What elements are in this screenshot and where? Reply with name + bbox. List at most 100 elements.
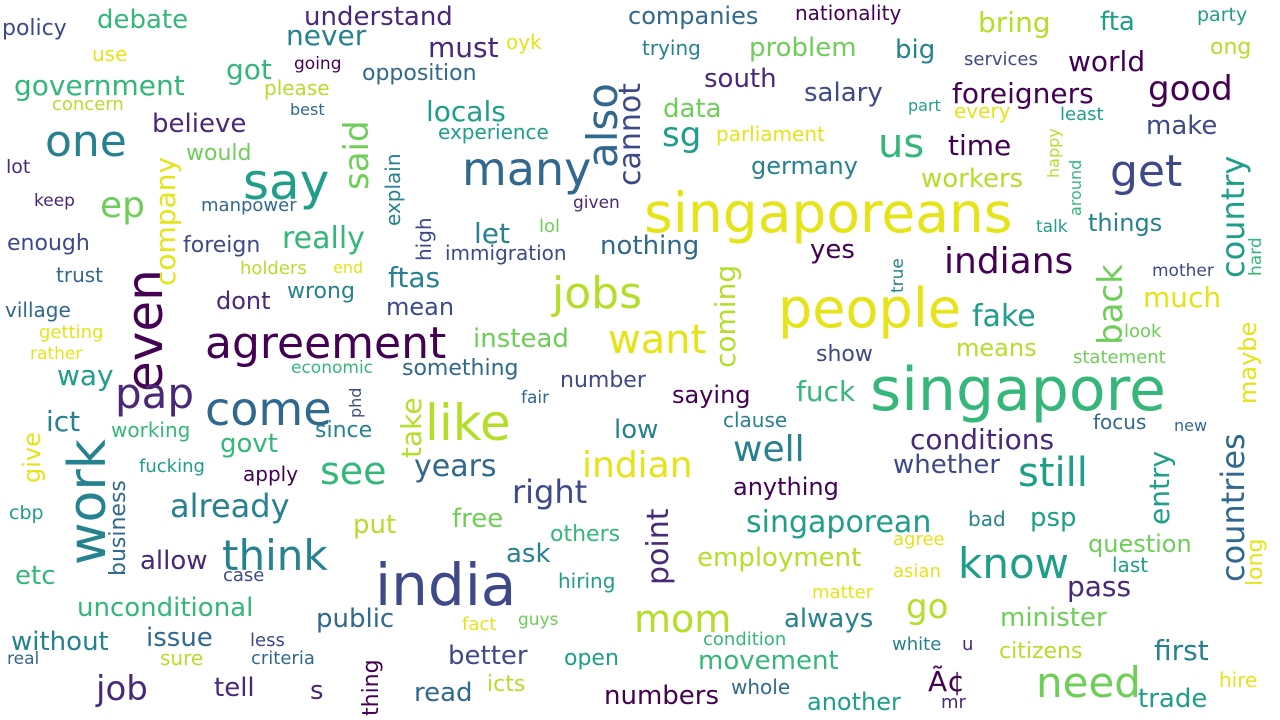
- word-best: best: [290, 100, 325, 119]
- word-govt: govt: [220, 429, 278, 459]
- word-focus: focus: [1093, 410, 1147, 434]
- word-india: india: [375, 551, 517, 619]
- word-every: every: [954, 99, 1011, 123]
- word-know: know: [958, 539, 1069, 588]
- word-us: us: [878, 121, 925, 167]
- word-country: country: [1214, 155, 1252, 278]
- word-rather: rather: [30, 344, 83, 364]
- word-going: going: [294, 54, 342, 74]
- word-number: number: [560, 368, 646, 393]
- word-allow: allow: [140, 546, 208, 576]
- word-oyk: oyk: [506, 30, 542, 54]
- word-ask: ask: [506, 539, 551, 569]
- word-ict: ict: [46, 405, 81, 438]
- word-unconditional: unconditional: [77, 593, 254, 623]
- word-trying: trying: [642, 36, 701, 60]
- word-need: need: [1036, 658, 1141, 707]
- word-use: use: [92, 42, 128, 66]
- word-make: make: [1146, 111, 1218, 141]
- word-employment: employment: [697, 543, 862, 573]
- word-immigration: immigration: [445, 241, 567, 265]
- word-nothing: nothing: [600, 231, 700, 261]
- word-bring: bring: [978, 6, 1051, 39]
- word-singaporean: singaporean: [746, 505, 932, 540]
- word-way: way: [57, 359, 114, 392]
- word-psp: psp: [1030, 503, 1077, 533]
- word-look: look: [1124, 321, 1162, 342]
- word-mean: mean: [386, 293, 455, 321]
- word-asian: asian: [893, 561, 941, 582]
- word-others: others: [550, 522, 621, 547]
- word-garbled: Ã¢: [928, 665, 965, 698]
- word-pass: pass: [1067, 570, 1132, 603]
- word-clause: clause: [723, 408, 788, 432]
- word-dont: dont: [216, 287, 271, 315]
- word-ep: ep: [100, 185, 145, 226]
- word-say: say: [243, 153, 330, 211]
- word-real: real: [7, 649, 40, 669]
- word-indian: indian: [582, 445, 693, 486]
- word-show: show: [816, 342, 873, 367]
- word-world: world: [1068, 45, 1146, 78]
- word-mr: mr: [941, 692, 966, 713]
- word-think: think: [222, 531, 328, 580]
- word-go: go: [906, 587, 949, 627]
- word-nationality: nationality: [795, 1, 902, 25]
- word-minister: minister: [1000, 603, 1107, 633]
- word-new: new: [1174, 416, 1208, 435]
- word-debate: debate: [97, 5, 189, 35]
- word-holders: holders: [240, 258, 307, 279]
- word-cannot: cannot: [613, 82, 648, 186]
- word-whole: whole: [731, 675, 791, 699]
- word-low: low: [614, 415, 659, 445]
- word-fta: fta: [1100, 7, 1135, 37]
- word-parliament: parliament: [716, 122, 825, 146]
- word-since: since: [315, 418, 373, 443]
- word-business: business: [106, 480, 131, 576]
- word-explain: explain: [381, 153, 405, 226]
- word-right: right: [512, 473, 588, 511]
- word-got: got: [226, 53, 272, 86]
- word-something: something: [402, 356, 519, 381]
- word-would: would: [186, 141, 252, 166]
- word-services: services: [964, 49, 1038, 70]
- word-data: data: [663, 94, 722, 124]
- word-high: high: [412, 217, 436, 261]
- word-problem: problem: [749, 33, 857, 63]
- word-condition: condition: [703, 629, 787, 650]
- word-without: without: [11, 627, 109, 657]
- word-still: still: [1018, 450, 1088, 496]
- word-many: many: [462, 142, 592, 196]
- word-another: another: [807, 688, 901, 716]
- word-hire: hire: [1219, 668, 1258, 692]
- word-read: read: [414, 678, 473, 708]
- word-given: given: [573, 193, 620, 213]
- word-concern: concern: [52, 94, 124, 115]
- word-white: white: [892, 634, 942, 655]
- word-pap: pap: [115, 369, 195, 418]
- word-long: long: [1243, 538, 1268, 586]
- word-lol: lol: [539, 216, 561, 237]
- word-sg: sg: [662, 115, 702, 155]
- word-conditions: conditions: [910, 423, 1055, 456]
- word-public: public: [316, 604, 395, 634]
- word-etc: etc: [15, 561, 56, 591]
- word-citizens: citizens: [999, 639, 1083, 664]
- word-instead: instead: [473, 324, 569, 354]
- word-see: see: [320, 449, 387, 493]
- word-fuck: fuck: [796, 375, 856, 408]
- word-case: case: [223, 565, 265, 586]
- word-big: big: [895, 35, 936, 65]
- word-point: point: [641, 508, 676, 585]
- word-hiring: hiring: [558, 569, 616, 593]
- word-better: better: [448, 641, 528, 671]
- word-thing: thing: [359, 659, 384, 716]
- word-much: much: [1143, 281, 1222, 314]
- word-numbers: numbers: [604, 681, 720, 711]
- word-means: means: [956, 334, 1037, 362]
- word-true: true: [888, 258, 908, 293]
- word-guys: guys: [518, 610, 559, 630]
- word-party: party: [1197, 4, 1248, 26]
- word-enough: enough: [7, 231, 90, 256]
- word-apply: apply: [243, 462, 299, 486]
